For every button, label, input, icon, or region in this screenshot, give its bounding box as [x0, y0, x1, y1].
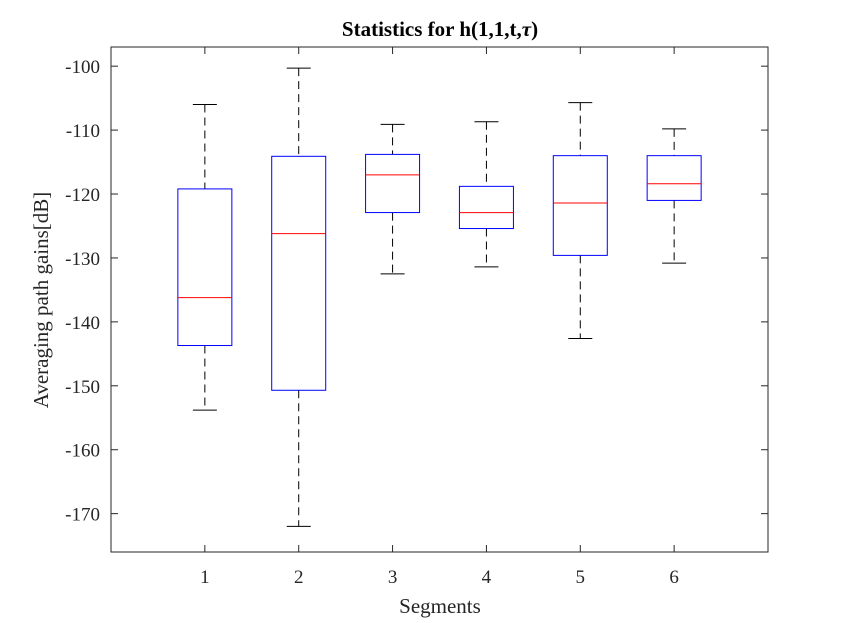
- chart-title-main: Statistics for h(1,1,t,: [342, 17, 522, 41]
- x-tick-label: 5: [576, 567, 586, 588]
- x-axis-label: Segments: [399, 594, 481, 618]
- x-tick-label: 3: [388, 567, 398, 588]
- x-tick-label: 6: [669, 567, 679, 588]
- y-tick-label: -150: [65, 377, 100, 398]
- y-tick-label: -170: [65, 505, 100, 526]
- y-axis-label: Averaging path gains[dB]: [29, 192, 53, 409]
- y-tick-label: -100: [65, 57, 100, 78]
- y-tick-label: -160: [65, 441, 100, 462]
- y-tick-label: -120: [65, 185, 100, 206]
- chart-title: Statistics for h(1,1,t,τ): [342, 17, 538, 41]
- box-iqr: [552, 155, 608, 256]
- box-iqr: [177, 188, 233, 347]
- y-tick-label: -110: [66, 121, 100, 142]
- box-iqr: [365, 153, 421, 214]
- plot-frame: [110, 46, 769, 553]
- plot-area: -100 -110 -120 -130 -140 -150 -160 -170 1 2 3 4 5 6: [65, 46, 769, 588]
- box-iqr: [646, 155, 702, 201]
- y-tick-label: -140: [65, 313, 100, 334]
- x-tick-label: 4: [482, 567, 492, 588]
- box-iqr: [458, 185, 514, 230]
- y-tick-label: -130: [65, 249, 100, 270]
- x-tick-label: 2: [294, 567, 304, 588]
- x-tick-label: 1: [200, 567, 210, 588]
- chart-title-symbol: τ: [522, 17, 532, 41]
- chart-title-end: ): [531, 17, 538, 41]
- box-iqr: [271, 155, 327, 391]
